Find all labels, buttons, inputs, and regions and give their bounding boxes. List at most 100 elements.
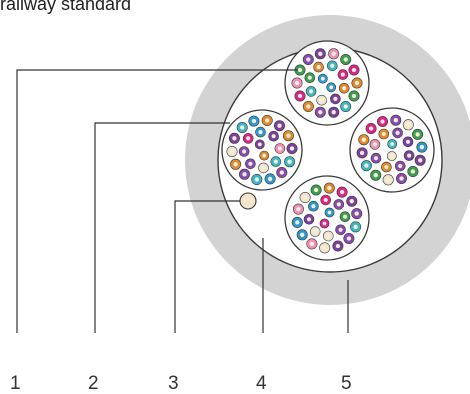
fiber-core [297, 67, 303, 73]
fiber-core [306, 57, 311, 62]
fiber-core [380, 119, 385, 124]
callout-label-4: 4 [256, 373, 267, 394]
fiber-core [339, 189, 345, 195]
fiber-core [306, 104, 311, 109]
fiber-core [277, 146, 282, 151]
fiber-core [262, 153, 267, 158]
fiber-core [287, 159, 292, 164]
fiber-core [286, 133, 291, 138]
callout-label-1: 1 [10, 373, 21, 394]
fiber-core [327, 210, 332, 215]
fiber-core [322, 245, 327, 251]
fiber-core [330, 63, 335, 68]
fiber-core [300, 232, 305, 237]
leader-line-3 [174, 200, 240, 333]
fiber-core [395, 130, 400, 135]
fiber-core [399, 176, 404, 181]
fiber-core [418, 158, 423, 163]
fiber-core [309, 89, 314, 94]
fiber-core [335, 243, 341, 249]
fiber-core [267, 176, 273, 182]
filler-element [239, 192, 257, 210]
fiber-core [336, 202, 341, 207]
fiber-core [351, 67, 357, 73]
fiber-core [307, 75, 312, 80]
fiber-core [258, 130, 263, 135]
fiber-core [327, 185, 332, 191]
fiber-core [311, 204, 316, 209]
fiber-core [232, 136, 237, 141]
bundle-left [221, 109, 303, 191]
fiber-core [254, 177, 259, 182]
fiber-core [322, 221, 327, 226]
fiber-core [419, 144, 425, 150]
fiber-core [229, 149, 235, 154]
fiber-core [364, 163, 369, 168]
fiber-core [333, 96, 338, 101]
fiber-core [398, 163, 403, 169]
fiber-core [233, 162, 238, 167]
fiber-core [353, 224, 358, 230]
fiber-core [296, 206, 301, 212]
fiber-core [265, 118, 270, 123]
fiber-core [242, 172, 247, 177]
fiber-core [354, 80, 360, 86]
fiber-core [302, 195, 308, 200]
fiber-core [318, 110, 323, 115]
fiber-core [289, 146, 295, 151]
fiber-core [323, 197, 328, 203]
fiber-core [248, 161, 253, 166]
callout-label-5: 5 [341, 373, 352, 394]
fiber-core [326, 233, 331, 239]
fiber-core [271, 134, 276, 139]
fiber-core [372, 142, 377, 147]
fiber-core [343, 104, 348, 109]
fiber-core [406, 122, 411, 127]
fiber-core [294, 80, 300, 86]
fiber-core [313, 229, 318, 234]
fiber-core [297, 93, 303, 99]
fiber-core [295, 220, 300, 225]
fiber-core [389, 154, 394, 158]
fiber-core [277, 123, 282, 128]
fiber-core [309, 241, 315, 247]
fiber-core [331, 51, 336, 56]
fiber-core [381, 131, 386, 137]
fiber-core [261, 165, 266, 170]
fiber-core [316, 65, 321, 70]
fiber-core [342, 86, 347, 91]
fiber-core [384, 165, 389, 170]
fiber-core [306, 217, 312, 222]
fiber-core [361, 137, 366, 142]
callout-label-2: 2 [88, 373, 99, 394]
fiber-core [354, 211, 359, 216]
fiber-core [415, 132, 420, 137]
fiber-core [338, 227, 343, 232]
fiber-core [351, 93, 357, 99]
fiber-core [242, 149, 247, 154]
fiber-core [273, 159, 278, 164]
fiber-core [313, 187, 319, 193]
fiber-core [405, 139, 411, 144]
fiber-core [373, 156, 379, 161]
fiber-core [320, 76, 325, 81]
fiber-core [251, 118, 257, 124]
fiber-core [368, 126, 374, 131]
caption-text: railway standard [0, 0, 132, 14]
fiber-core [318, 51, 323, 56]
fiber-core [257, 142, 262, 147]
fiber-core [393, 118, 398, 123]
fiber-core [319, 98, 324, 103]
fiber-core [346, 236, 352, 241]
fiber-core [343, 57, 348, 62]
fiber-core [240, 125, 245, 130]
fiber-core [390, 142, 395, 146]
fiber-core [329, 85, 334, 90]
fiber-core [386, 177, 391, 182]
fiber-core [410, 169, 416, 174]
fiber-core [246, 136, 251, 141]
callout-label-3: 3 [168, 373, 179, 394]
fiber-core [373, 173, 378, 178]
bundle-right [349, 107, 435, 193]
